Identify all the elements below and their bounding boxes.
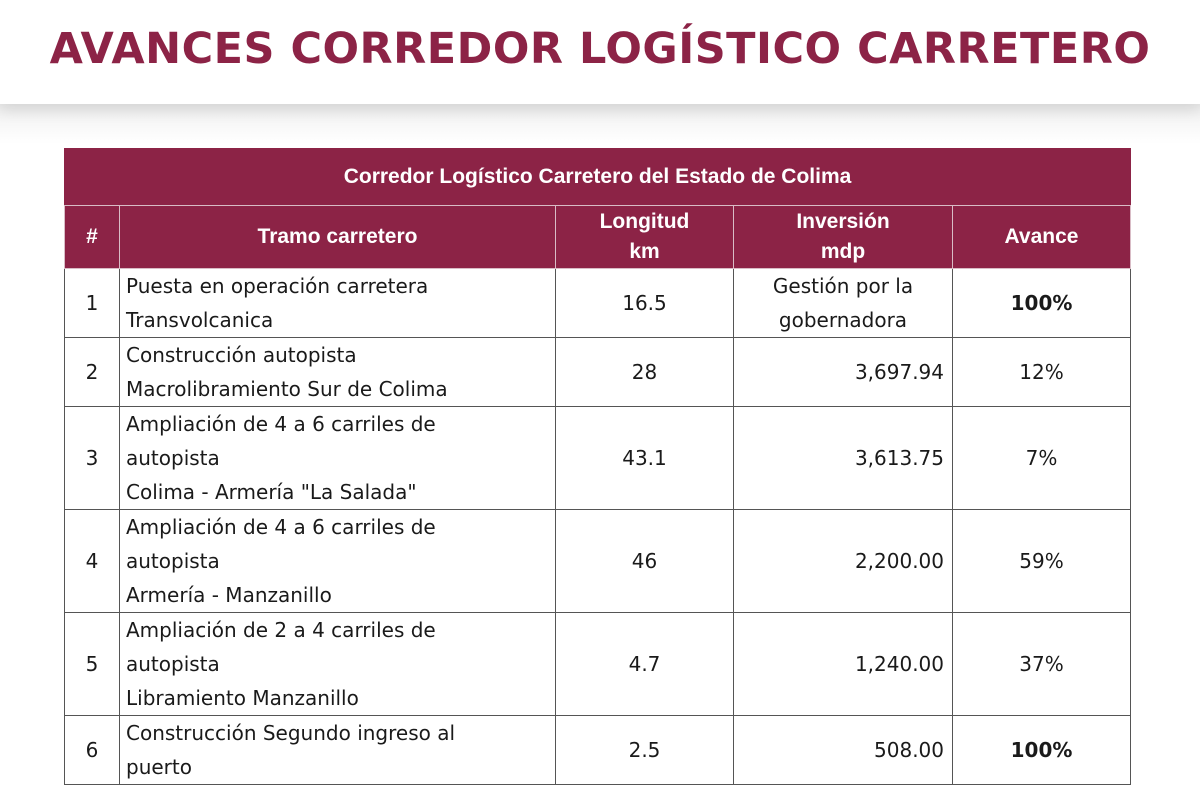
tramo-line: Macrolibramiento Sur de Colima: [126, 377, 448, 401]
row-number: 5: [64, 612, 120, 716]
table-row: 3 Ampliación de 4 a 6 carriles de autopist…: [64, 406, 1132, 510]
row-inversion: Gestión por la gobernadora: [733, 268, 953, 338]
inversion-line: 3,613.75: [854, 446, 944, 470]
tramo-line: Ampliación de 4 a 6 carriles de: [126, 515, 436, 539]
row-longitud: 43.1: [555, 406, 734, 510]
inversion-line: 3,697.94: [854, 360, 944, 384]
tramo-line: Ampliación de 4 a 6 carriles de: [126, 412, 436, 436]
tramo-line: autopista: [126, 549, 220, 573]
tramo-line: autopista: [126, 446, 220, 470]
row-avance: 37%: [951, 612, 1132, 716]
header-longitud-line: Longitud: [599, 210, 690, 233]
inversion-line: 508.00: [874, 738, 944, 762]
table-row: 2 Construcción autopista Macrolibramiento …: [64, 337, 1132, 407]
table-row: 6 Construcción Segundo ingreso al puerto 2.…: [64, 715, 1132, 785]
row-longitud: 2.5: [555, 715, 734, 785]
table-row: 5 Ampliación de 2 a 4 carriles de autopist…: [64, 612, 1132, 716]
row-tramo: Ampliación de 4 a 6 carriles de autopista…: [119, 509, 556, 613]
row-inversion: 3,697.94: [733, 337, 953, 407]
header-inversion: Inversión mdp: [733, 205, 953, 269]
tramo-line: autopista: [126, 652, 220, 676]
inversion-line: gobernadora: [778, 308, 908, 332]
tramo-line: Ampliación de 2 a 4 carriles de: [126, 618, 436, 642]
row-avance: 59%: [951, 509, 1132, 613]
page-title: AVANCES CORREDOR LOGÍSTICO CARRETERO: [49, 24, 1151, 74]
row-avance: 7%: [951, 406, 1132, 510]
row-avance: 100%: [951, 268, 1132, 338]
header-inversion-unit: mdp: [820, 240, 866, 263]
tramo-line: puerto: [126, 755, 192, 779]
row-inversion: 508.00: [733, 715, 953, 785]
row-longitud: 46: [555, 509, 734, 613]
table-row: 1 Puesta en operación carretera Transvolca…: [64, 268, 1132, 338]
row-tramo: Ampliación de 4 a 6 carriles de autopista…: [119, 406, 556, 510]
header-inversion-line: Inversión: [796, 210, 890, 233]
header-avance: Avance: [951, 205, 1132, 269]
row-number: 4: [64, 509, 120, 613]
corridor-table: Corredor Logístico Carretero del Estado …: [63, 148, 1132, 785]
row-number: 1: [64, 268, 120, 338]
tramo-line: Transvolcanica: [126, 308, 274, 332]
tramo-line: Colima - Armería "La Salada": [126, 480, 417, 504]
tramo-line: Puesta en operación carretera: [126, 274, 429, 298]
row-inversion: 2,200.00: [733, 509, 953, 613]
header-bar: AVANCES CORREDOR LOGÍSTICO CARRETERO: [0, 0, 1200, 104]
table-body: 1 Puesta en operación carretera Transvolca…: [64, 268, 1132, 785]
row-tramo: Puesta en operación carretera Transvolcan…: [119, 268, 556, 338]
tramo-line: Libramiento Manzanillo: [126, 686, 359, 710]
inversion-line: 2,200.00: [854, 549, 944, 573]
header-tramo: Tramo carretero: [119, 205, 556, 269]
row-number: 2: [64, 337, 120, 407]
row-tramo: Construcción autopista Macrolibramiento S…: [119, 337, 556, 407]
row-longitud: 16.5: [555, 268, 734, 338]
inversion-line: Gestión por la: [772, 274, 914, 298]
tramo-line: Armería - Manzanillo: [126, 583, 332, 607]
tramo-line: Construcción Segundo ingreso al: [126, 721, 456, 745]
header-num: #: [64, 205, 120, 269]
row-inversion: 3,613.75: [733, 406, 953, 510]
row-longitud: 4.7: [555, 612, 734, 716]
row-avance: 100%: [951, 715, 1132, 785]
row-number: 3: [64, 406, 120, 510]
table-caption-row: Corredor Logístico Carretero del Estado …: [63, 148, 1132, 206]
table-caption: Corredor Logístico Carretero del Estado …: [63, 148, 1132, 206]
row-longitud: 28: [555, 337, 734, 407]
header-longitud: Longitud km: [555, 205, 734, 269]
tramo-line: Construcción autopista: [126, 343, 357, 367]
row-tramo: Construcción Segundo ingreso al puerto: [119, 715, 556, 785]
table-row: 4 Ampliación de 4 a 6 carriles de autopist…: [64, 509, 1132, 613]
header-longitud-unit: km: [629, 240, 660, 263]
inversion-line: 1,240.00: [854, 652, 944, 676]
row-number: 6: [64, 715, 120, 785]
table-header-row: # Tramo carretero Longitud km Inversión …: [64, 205, 1132, 269]
row-tramo: Ampliación de 2 a 4 carriles de autopista…: [119, 612, 556, 716]
row-inversion: 1,240.00: [733, 612, 953, 716]
row-avance: 12%: [951, 337, 1132, 407]
